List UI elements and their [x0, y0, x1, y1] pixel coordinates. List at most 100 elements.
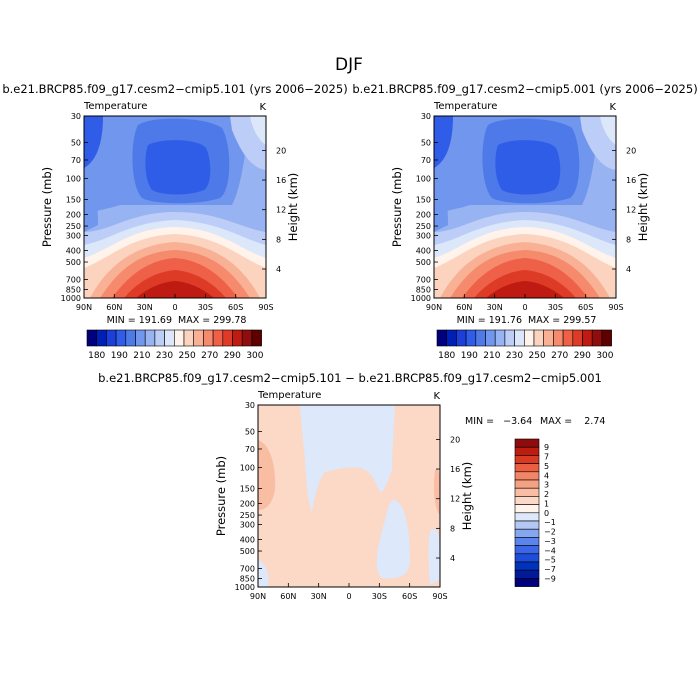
- lat-tick-label: 0: [172, 303, 177, 312]
- colorbar-swatch: [562, 329, 574, 347]
- lat-tick-label: 30N: [137, 303, 153, 312]
- lat-tick-label: 30N: [487, 303, 503, 312]
- lat-tick-label: 30S: [548, 303, 563, 312]
- height-tick-label: 20: [276, 146, 286, 155]
- panel-3-height-axis: 20 16 12 8 4: [436, 435, 460, 563]
- colorbar-swatch: [106, 329, 117, 347]
- colorbar-swatch: [601, 329, 612, 347]
- colorbar-swatch: [514, 504, 540, 514]
- height-tick-label: 16: [450, 465, 460, 474]
- lat-tick-label: 90N: [426, 303, 442, 312]
- panel-2-title: b.e21.BRCP85.f09_g17.cesm2−cmip5.001 (yr…: [352, 82, 697, 96]
- pressure-tick-label: 150: [240, 485, 255, 494]
- lat-tick-label: 30S: [372, 592, 387, 601]
- colorbar-label: 3: [544, 481, 549, 490]
- colorbar-swatch: [582, 329, 593, 347]
- colorbar-swatch: [456, 329, 467, 347]
- pressure-tick-label: 400: [66, 246, 81, 255]
- colorbar-label: 2: [544, 490, 549, 499]
- colorbar-label: 270: [551, 351, 568, 361]
- lat-tick-label: 30S: [198, 303, 213, 312]
- pressure-tick-label: 1000: [411, 294, 431, 303]
- colorbar-label: 4: [544, 471, 549, 480]
- lat-tick-label: 60N: [456, 303, 472, 312]
- lat-tick-label: 90S: [258, 303, 273, 312]
- figure-title: DJF: [335, 55, 363, 75]
- colorbar-swatch: [514, 479, 540, 489]
- pressure-tick-label: 30: [245, 401, 255, 410]
- panel-2-subtitle: Temperature: [433, 101, 497, 112]
- lat-tick-label: 60S: [228, 303, 243, 312]
- colorbar-swatch: [543, 329, 554, 347]
- panel-2-contour-field: [434, 116, 616, 298]
- panel-2-ylabel: Pressure (mb): [390, 167, 404, 247]
- colorbar-label: −3: [544, 537, 556, 546]
- panel-1-max-label: MAX = 299.78: [178, 315, 246, 326]
- panel-2-max-label: MAX = 299.57: [528, 315, 596, 326]
- panel-3-ylabel: Pressure (mb): [214, 456, 228, 536]
- colorbar-swatch: [514, 528, 540, 538]
- colorbar-label: 5: [544, 462, 549, 471]
- colorbar-swatch: [514, 446, 540, 456]
- colorbar-swatch: [572, 329, 583, 347]
- colorbar-label: 250: [179, 351, 196, 361]
- panel-1-units: K: [259, 102, 266, 113]
- pressure-tick-label: 500: [240, 547, 255, 556]
- colorbar-label: 300: [246, 351, 263, 361]
- height-tick-label: 16: [276, 176, 286, 185]
- pressure-tick-label: 30: [421, 112, 431, 121]
- pressure-tick-label: 100: [240, 463, 255, 472]
- colorbar-swatch: [125, 329, 136, 347]
- colorbar-label: −7: [544, 565, 556, 574]
- panel-2-y2label: Height (km): [636, 173, 650, 242]
- lat-tick-label: 30N: [311, 592, 327, 601]
- lat-tick-label: 60N: [280, 592, 296, 601]
- colorbar-label: 290: [224, 351, 241, 361]
- lat-tick-label: 0: [346, 592, 351, 601]
- colorbar-swatch: [514, 578, 540, 587]
- colorbar-swatch: [241, 329, 253, 347]
- pressure-tick-label: 300: [416, 232, 431, 241]
- colorbar-swatch: [465, 329, 477, 347]
- colorbar-label: 190: [111, 351, 128, 361]
- lat-tick-label: 0: [522, 303, 527, 312]
- lat-tick-label: 90S: [608, 303, 623, 312]
- pressure-tick-label: 100: [416, 174, 431, 183]
- pressure-tick-label: 850: [66, 286, 81, 295]
- colorbar-label: 190: [461, 351, 478, 361]
- colorbar-swatch: [514, 487, 540, 497]
- panel-3-units: K: [433, 391, 440, 402]
- colorbar-label: −5: [544, 556, 556, 565]
- colorbar-swatch: [533, 329, 544, 347]
- pressure-tick-label: 250: [66, 222, 81, 231]
- pressure-tick-label: 70: [421, 156, 431, 165]
- panel-3: b.e21.BRCP85.f09_g17.cesm2−cmip5.101 − b…: [98, 371, 605, 601]
- panel-1-title: b.e21.BRCP85.f09_g17.cesm2−cmip5.101 (yr…: [2, 82, 347, 96]
- colorbar-label: 230: [506, 351, 523, 361]
- colorbar-label: 230: [156, 351, 173, 361]
- colorbar-label: 0: [544, 509, 549, 518]
- height-tick-label: 20: [450, 435, 460, 444]
- panel-3-title: b.e21.BRCP85.f09_g17.cesm2−cmip5.101 − b…: [98, 371, 602, 385]
- colorbar-label: −1: [544, 518, 556, 527]
- height-tick-label: 8: [626, 235, 631, 244]
- colorbar-swatch: [591, 329, 603, 347]
- colorbar-swatch: [514, 561, 540, 571]
- pressure-tick-label: 300: [66, 232, 81, 241]
- panel-1-colorbar: 180 190 210 230 250 270 290 300: [86, 329, 264, 361]
- panel-1-lat-axis: 90N 60N 30N 0 30S 60S 90S: [76, 294, 274, 312]
- panel-2-colorbar: 180 190 210 230 250 270 290 300: [436, 329, 614, 361]
- colorbar-label: 180: [438, 351, 455, 361]
- height-tick-label: 8: [450, 524, 455, 533]
- pressure-tick-label: 850: [240, 575, 255, 584]
- panel-1-contour-field: [84, 116, 266, 298]
- pressure-tick-label: 400: [240, 535, 255, 544]
- colorbar-swatch: [232, 329, 243, 347]
- colorbar-label: 1: [544, 499, 549, 508]
- colorbar-label: 7: [544, 453, 549, 462]
- lat-tick-label: 90S: [432, 592, 447, 601]
- pressure-tick-label: 1000: [235, 583, 255, 592]
